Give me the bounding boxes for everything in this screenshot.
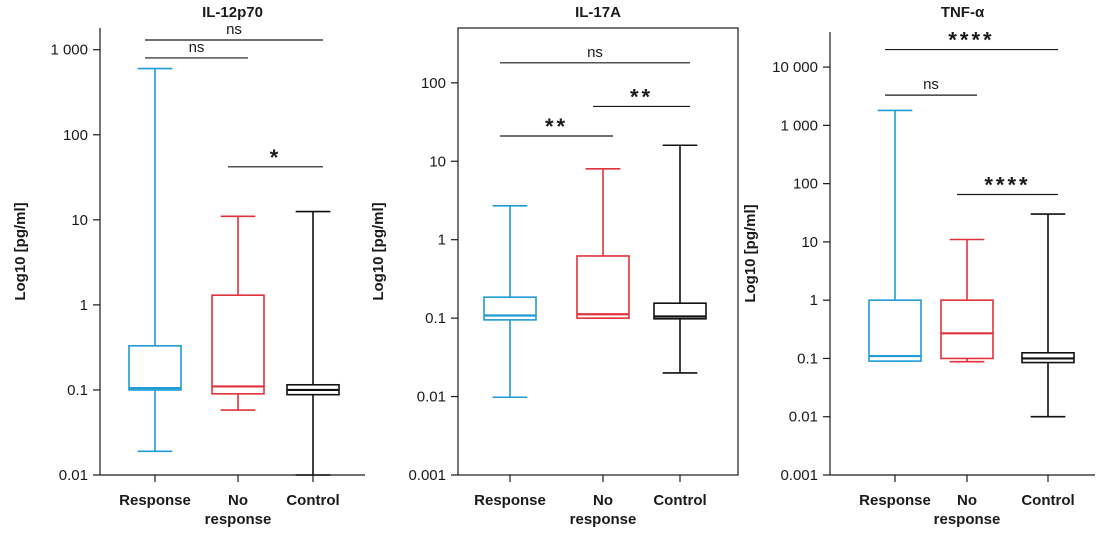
box-no-response xyxy=(211,215,265,411)
y-tick-label: 100 xyxy=(63,127,88,144)
y-tick-label: 10 000 xyxy=(772,59,818,76)
iqr-box xyxy=(868,299,922,362)
significance-label: **** xyxy=(984,173,1030,198)
y-tick-label: 0.01 xyxy=(789,409,818,426)
box-no-response xyxy=(576,168,630,319)
x-tick-label: Control xyxy=(286,492,339,509)
y-tick-label: 0.001 xyxy=(408,467,446,484)
box-control xyxy=(1021,213,1075,418)
y-axis-label: Log10 [pg/ml] xyxy=(742,204,759,302)
x-tick-label: No response xyxy=(934,492,1001,528)
x-tick-label: Response xyxy=(474,492,546,509)
iqr-box xyxy=(211,294,265,395)
y-tick-label: 0.1 xyxy=(425,310,446,327)
significance-label: ** xyxy=(545,114,568,139)
y-tick-label: 1 xyxy=(810,292,818,309)
y-tick-label: 1 000 xyxy=(780,117,818,134)
iqr-box xyxy=(940,299,994,360)
x-tick-label: Control xyxy=(1021,492,1074,509)
box-control xyxy=(653,144,707,374)
box-no-response xyxy=(940,238,994,363)
y-tick-label: 100 xyxy=(421,75,446,92)
iqr-box xyxy=(576,255,630,319)
iqr-box xyxy=(128,345,182,391)
x-tick-label: No response xyxy=(205,492,272,528)
x-tick-label: Response xyxy=(119,492,191,509)
box-response xyxy=(483,205,537,399)
y-tick-label: 1 000 xyxy=(50,42,88,59)
y-tick-label: 10 xyxy=(71,212,88,229)
plot-frame xyxy=(457,27,739,476)
significance-label: ** xyxy=(630,84,653,109)
iqr-box xyxy=(653,302,707,320)
chart-panel-3: TNF-α Log10 [pg/ml] 0.001 0.01 0.1 1 10 100 1 00… xyxy=(742,4,1095,528)
iqr-box xyxy=(483,296,537,321)
significance-label: **** xyxy=(948,28,994,53)
y-tick-label: 100 xyxy=(793,176,818,193)
chart-panel-2: IL-17A Log10 [pg/ml] 0.001 0.01 0.1 1 10 100 Res… xyxy=(370,4,739,528)
significance-label: ns xyxy=(923,76,939,93)
x-tick-label: Response xyxy=(859,492,931,509)
x-tick-label: Control xyxy=(653,492,706,509)
y-tick-label: 10 xyxy=(429,153,446,170)
significance-label: ns xyxy=(189,39,205,56)
significance-label: ns xyxy=(587,44,603,61)
chart-title: IL-17A xyxy=(575,4,621,21)
chart-title: IL-12p70 xyxy=(202,4,263,21)
box-control xyxy=(286,210,340,476)
chart-panel-1: IL-12p70 Log10 [pg/ml] 0.01 0.1 1 10 100 1 000 R… xyxy=(12,4,365,528)
y-tick-label: 0.1 xyxy=(797,350,818,367)
significance-label: * xyxy=(270,145,282,170)
y-tick-label: 0.01 xyxy=(59,467,88,484)
y-tick-label: 10 xyxy=(801,234,818,251)
chart-title: TNF-α xyxy=(941,4,985,21)
x-tick-label: No response xyxy=(570,492,637,528)
y-tick-label: 1 xyxy=(80,297,88,314)
significance-label: ns xyxy=(226,21,242,38)
y-axis-label: Log10 [pg/ml] xyxy=(370,202,387,300)
box-response xyxy=(868,109,922,362)
y-tick-label: 0.001 xyxy=(780,467,818,484)
y-tick-label: 1 xyxy=(438,232,446,249)
y-tick-label: 0.1 xyxy=(67,382,88,399)
y-tick-label: 0.01 xyxy=(417,389,446,406)
y-axis-label: Log10 [pg/ml] xyxy=(12,202,29,300)
box-response xyxy=(128,67,182,453)
